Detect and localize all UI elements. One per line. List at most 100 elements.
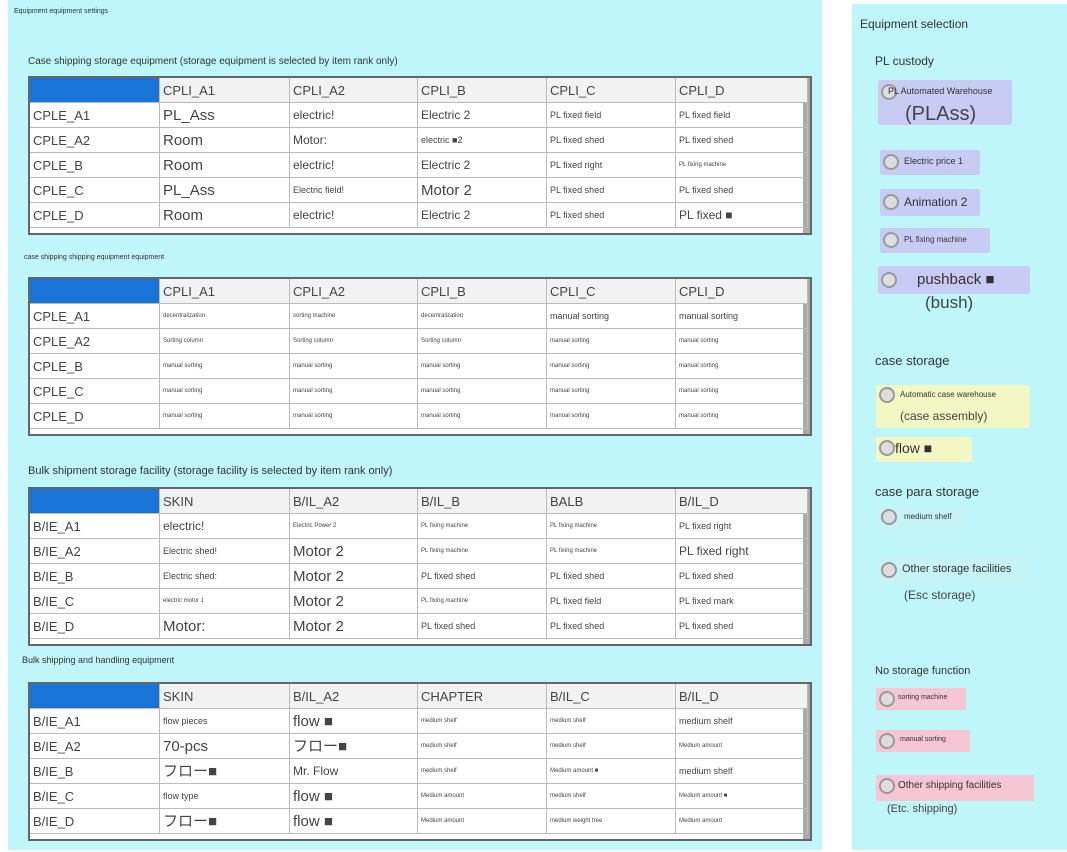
option-label[interactable]: medium shelf (904, 512, 952, 521)
radio-button[interactable] (881, 509, 897, 525)
row-header: B/IE_A2 (30, 734, 160, 759)
group-title: case storage (875, 353, 950, 368)
option-highlight[interactable] (878, 80, 1012, 125)
row-header: CPLE_C (30, 178, 160, 203)
group-title: case para storage (875, 484, 980, 499)
radio-button[interactable] (881, 271, 897, 288)
row-header: B/IE_C (30, 784, 160, 809)
row-header: B/IE_A1 (30, 514, 160, 539)
cell: PL fixing machine (547, 539, 676, 564)
header-corner (30, 489, 160, 514)
table: CPLI_A1 CPLI_A2 CPLI_B CPLI_C CPLI_D CPLE_A1 P… (28, 76, 812, 235)
column-header: BALB (547, 489, 676, 514)
table-title: Bulk shipment storage facility (storage … (28, 465, 393, 477)
group-title: PL custody (875, 54, 934, 68)
cell: Room (160, 128, 290, 153)
cell: PL fixed field (547, 103, 676, 128)
option-label[interactable]: manual sorting (900, 736, 946, 743)
cell: PL fixed shed (676, 614, 808, 639)
page-title: Equipment equipment settings (14, 8, 109, 15)
cell: manual sorting (160, 379, 290, 404)
option-label[interactable]: flow ■ (895, 440, 933, 456)
column-header: B/IL_C (547, 684, 676, 709)
option-label[interactable]: PL Automated Warehouse (888, 86, 993, 96)
cell: Electric 2 (418, 103, 547, 128)
cell: manual sorting (290, 404, 418, 429)
radio-button[interactable] (883, 232, 899, 248)
cell: manual sorting (676, 329, 808, 354)
cell: manual sorting (676, 354, 808, 379)
radio-button[interactable] (879, 778, 895, 794)
option-highlight[interactable] (876, 385, 1030, 428)
cell: electric! (290, 103, 418, 128)
radio-button[interactable] (881, 83, 897, 100)
option-highlight[interactable] (876, 730, 970, 752)
radio-button[interactable] (879, 387, 895, 403)
radio-button[interactable] (879, 440, 895, 456)
cell: PL fixed shed (418, 614, 547, 639)
option-label[interactable]: pushback ■ (917, 271, 995, 288)
radio-button[interactable] (881, 561, 897, 578)
column-header: CPLI_A1 (160, 279, 290, 304)
cell: flow pieces (160, 709, 290, 734)
cell: PL_Ass (160, 103, 290, 128)
option-sublabel[interactable]: (PLAss) (905, 103, 977, 125)
selection-title: Equipment selection (860, 17, 969, 31)
option-sublabel[interactable]: (case assembly) (900, 409, 988, 423)
option-sublabel[interactable]: (bush) (925, 293, 974, 312)
cell: PL fixing machine (418, 514, 547, 539)
radio-button[interactable] (883, 153, 899, 170)
option-highlight[interactable] (876, 688, 966, 710)
cell: manual sorting (676, 304, 808, 329)
option-label[interactable]: Other storage facilities (902, 563, 1012, 575)
option-label[interactable]: Electric price 1 (904, 156, 964, 166)
cell: medium shelf (418, 709, 547, 734)
radio-button[interactable] (879, 732, 895, 749)
row-header: B/IE_A2 (30, 539, 160, 564)
cell: Sorting column (418, 329, 547, 354)
row-header: B/IE_C (30, 589, 160, 614)
scrollbar (803, 279, 810, 434)
option-highlight[interactable] (878, 558, 1032, 584)
table-title: Bulk shipping and handling equipment (22, 655, 175, 665)
radio-button[interactable] (879, 690, 895, 707)
cell: Electric shed: (160, 564, 290, 589)
header-corner (30, 78, 160, 103)
cell: Motor 2 (290, 589, 418, 614)
column-header: B/IL_D (676, 684, 808, 709)
option-label[interactable]: PL fixing machine (904, 235, 967, 244)
cell: electric ■2 (418, 128, 547, 153)
option-label[interactable]: Other shipping facilities (898, 780, 1002, 791)
column-header: B/IL_A2 (290, 684, 418, 709)
option-highlight[interactable] (876, 775, 1034, 801)
radio-button[interactable] (883, 194, 899, 210)
row-header: CPLE_A1 (30, 103, 160, 128)
row-header: CPLE_A2 (30, 128, 160, 153)
option-highlight[interactable] (878, 507, 966, 529)
cell: manual sorting (290, 354, 418, 379)
cell: flow ■ (290, 784, 418, 809)
option-label[interactable]: Animation 2 (904, 195, 968, 209)
cell: medium shelf (676, 759, 808, 784)
cell: PL fixed shed (676, 178, 808, 203)
option-highlight[interactable] (878, 266, 1030, 294)
column-header: B/IL_A2 (290, 489, 418, 514)
cell: manual sorting (676, 379, 808, 404)
option-label[interactable]: Automatic case warehouse (900, 390, 997, 399)
option-label[interactable]: sorting machine (898, 694, 948, 701)
cell: Medium amount (418, 784, 547, 809)
cell: PL fixing machine (418, 539, 547, 564)
cell: 70-pcs (160, 734, 290, 759)
row-header: CPLE_D (30, 203, 160, 228)
column-header: CPLI_B (418, 78, 547, 103)
row-header: CPLE_C (30, 379, 160, 404)
cell: manual sorting (160, 404, 290, 429)
cell: manual sorting (547, 329, 676, 354)
cell: PL fixed shed (676, 128, 808, 153)
row-header: CPLE_B (30, 153, 160, 178)
cell: medium shelf (418, 759, 547, 784)
row-header: CPLE_A2 (30, 329, 160, 354)
option-sublabel[interactable]: (Etc. shipping) (887, 803, 958, 815)
option-sublabel[interactable]: (Esc storage) (904, 588, 976, 602)
